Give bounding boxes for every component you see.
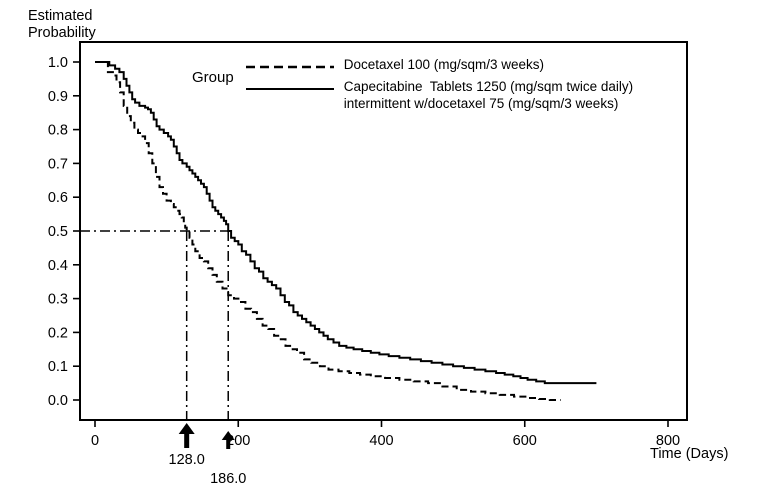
legend-entry-docetaxel: Docetaxel 100 (mg/sqm/3 weeks) [245, 56, 633, 74]
legend: Group Docetaxel 100 (mg/sqm/3 weeks) Cap… [192, 56, 633, 113]
legend-entry-capecitabine-label-line2: intermittent w/docetaxel 75 (mg/sqm/3 we… [343, 96, 619, 112]
dashed-line-sample [245, 65, 334, 69]
x-tick-label: 600 [513, 433, 537, 449]
y-tick-label: 0.6 [48, 190, 68, 206]
y-tick-label: 0.1 [48, 359, 68, 375]
median-arrow-1 [221, 431, 235, 440]
legend-entry-capecitabine: Capecitabine Tablets 1250 (mg/sqm twice … [245, 78, 633, 113]
y-axis-title-line1: Estimated [28, 8, 93, 24]
y-tick-label: 0.3 [48, 292, 68, 308]
legend-entries: Docetaxel 100 (mg/sqm/3 weeks) Capecitab… [245, 56, 633, 113]
solid-line-sample [245, 87, 334, 90]
median-arrow-stem-0 [184, 433, 190, 448]
median-arrow-0 [178, 423, 195, 434]
x-tick-label: 400 [369, 433, 393, 449]
legend-entry-capecitabine-label-line1: Capecitabine Tablets 1250 (mg/sqm twice … [343, 78, 634, 94]
y-tick-label: 1.0 [48, 55, 68, 71]
y-tick-label: 0.7 [48, 156, 68, 172]
y-tick-label: 0.5 [48, 224, 68, 240]
median-label-1: 186.0 [210, 471, 246, 487]
y-tick-label: 0.0 [48, 393, 68, 409]
y-tick-label: 0.8 [48, 123, 68, 139]
legend-title: Group [192, 69, 234, 86]
y-tick-label: 0.9 [48, 89, 68, 105]
y-axis-title: Estimated Probability [28, 8, 96, 42]
x-tick-label: 0 [91, 433, 99, 449]
y-tick-label: 0.4 [48, 258, 68, 274]
legend-entry-docetaxel-label: Docetaxel 100 (mg/sqm/3 weeks) [343, 57, 545, 72]
series-curve-1 [95, 61, 597, 385]
median-label-0: 128.0 [169, 452, 205, 468]
legend-entry-capecitabine-label: Capecitabine Tablets 1250 (mg/sqm twice … [344, 78, 633, 113]
x-tick-label: 800 [656, 433, 680, 449]
median-arrow-stem-1 [226, 439, 231, 449]
series-curve-0 [95, 61, 561, 401]
y-axis-title-line2: Probability [28, 25, 96, 42]
y-tick-label: 0.2 [48, 325, 68, 341]
x-axis-title: Time (Days) [650, 446, 729, 462]
